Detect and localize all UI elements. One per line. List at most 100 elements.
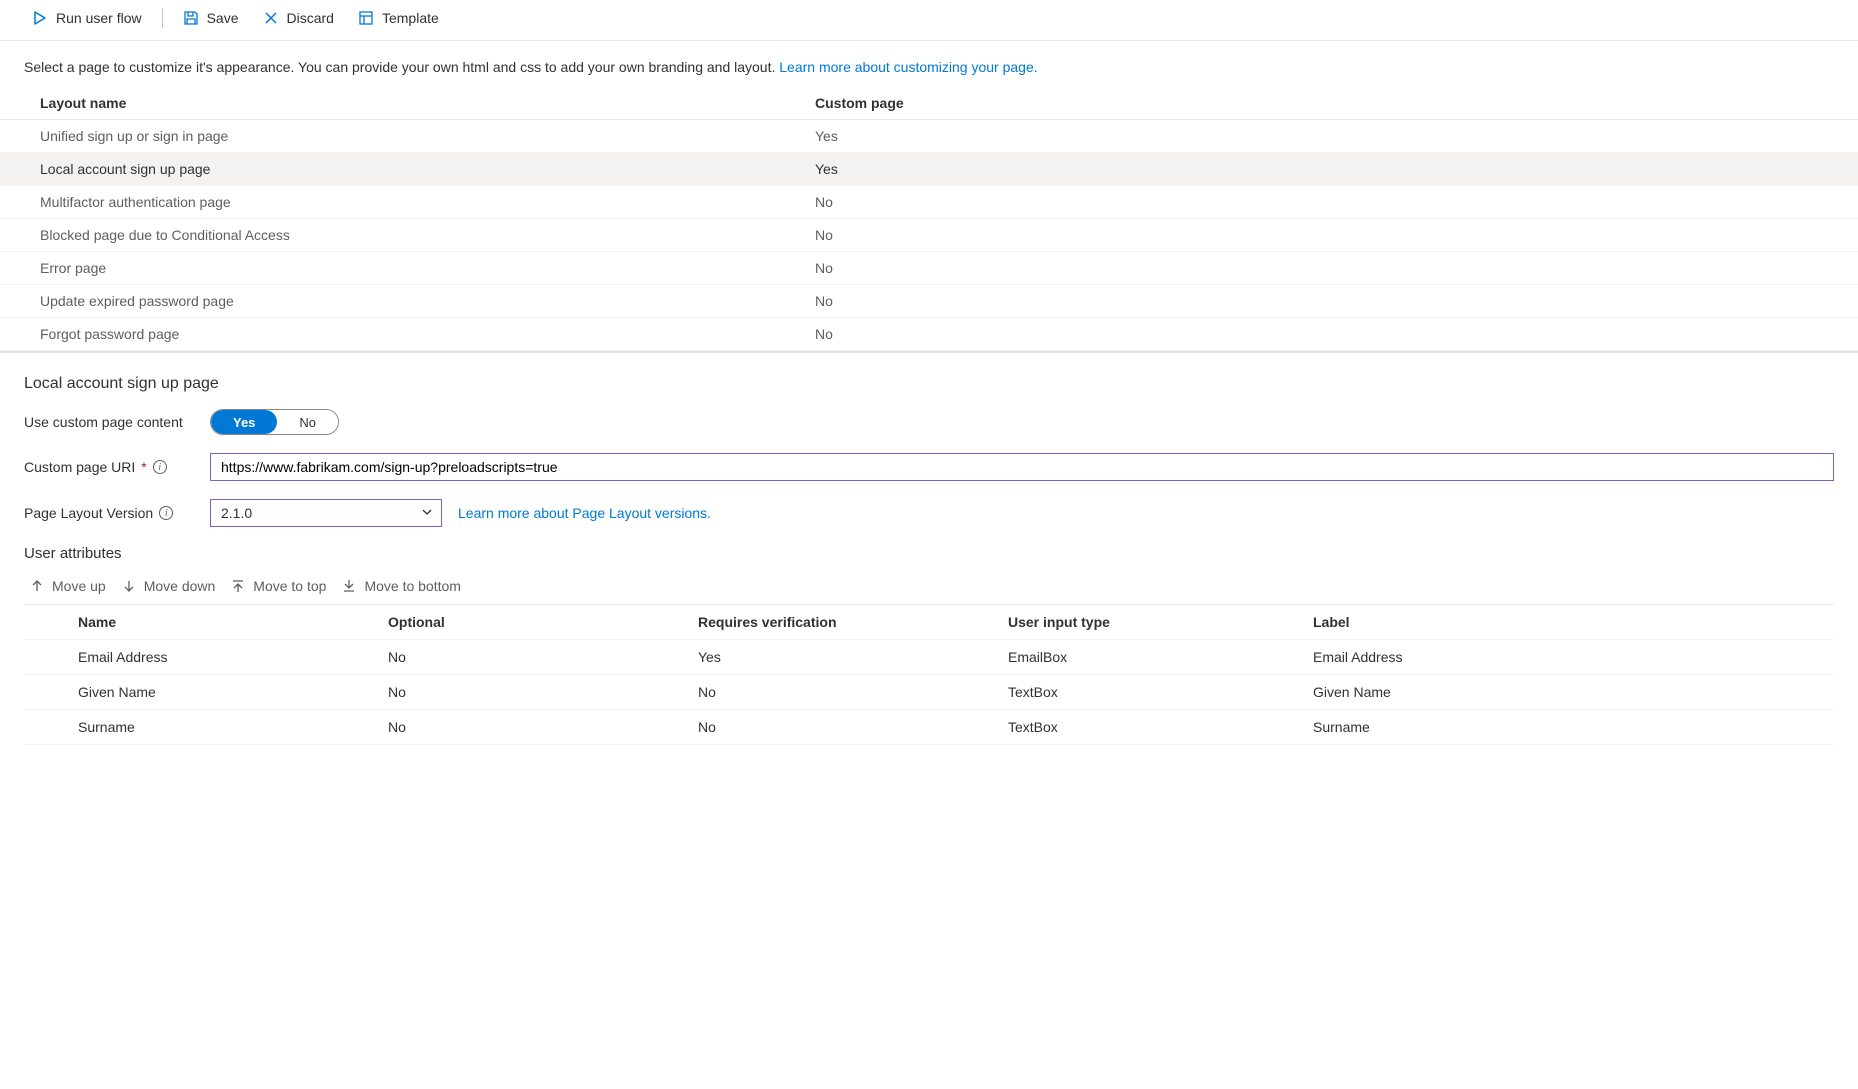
label-custom-uri: Custom page URI * i [24, 459, 210, 475]
arrow-bottom-icon [342, 579, 356, 593]
move-bottom-label: Move to bottom [364, 578, 461, 594]
move-toolbar: Move up Move down Move to top Move to bo… [24, 574, 1834, 604]
attr-requires-cell: No [698, 719, 1008, 735]
template-label: Template [382, 10, 439, 26]
move-top-button[interactable]: Move to top [231, 578, 326, 594]
attr-name-cell: Surname [78, 719, 388, 735]
discard-button[interactable]: Discard [255, 6, 342, 30]
arrow-up-icon [30, 579, 44, 593]
layouts-table: Layout name Custom page Unified sign up … [0, 87, 1858, 351]
label-custom-uri-text: Custom page URI [24, 459, 135, 475]
layout-name-cell: Update expired password page [40, 293, 815, 309]
chevron-down-icon [421, 506, 433, 521]
save-button[interactable]: Save [175, 6, 247, 30]
move-bottom-button[interactable]: Move to bottom [342, 578, 461, 594]
table-row[interactable]: Local account sign up pageYes [0, 153, 1858, 186]
attr-input-cell: TextBox [1008, 719, 1313, 735]
required-asterisk: * [141, 459, 146, 475]
layout-name-cell: Blocked page due to Conditional Access [40, 227, 815, 243]
row-custom-uri: Custom page URI * i [24, 453, 1834, 481]
attr-col-name: Name [78, 614, 388, 630]
user-attributes-heading: User attributes [24, 545, 1834, 562]
discard-label: Discard [287, 10, 334, 26]
use-custom-toggle[interactable]: Yes No [210, 409, 339, 435]
move-top-label: Move to top [253, 578, 326, 594]
label-layout-version-text: Page Layout Version [24, 505, 153, 521]
attr-name-cell: Email Address [78, 649, 388, 665]
layouts-header-row: Layout name Custom page [0, 87, 1858, 120]
attr-header-row: Name Optional Requires verification User… [24, 604, 1834, 640]
layout-version-link[interactable]: Learn more about Page Layout versions. [458, 505, 711, 521]
layout-version-value: 2.1.0 [221, 505, 252, 521]
save-label: Save [207, 10, 239, 26]
label-use-custom: Use custom page content [24, 414, 210, 430]
table-row[interactable]: Update expired password pageNo [0, 285, 1858, 318]
table-row[interactable]: Blocked page due to Conditional AccessNo [0, 219, 1858, 252]
attr-col-input: User input type [1008, 614, 1313, 630]
layout-name-cell: Forgot password page [40, 326, 815, 342]
attr-optional-cell: No [388, 719, 698, 735]
run-user-flow-button[interactable]: Run user flow [24, 6, 150, 30]
move-down-label: Move down [144, 578, 216, 594]
attr-name-cell: Given Name [78, 684, 388, 700]
custom-page-cell: No [815, 293, 1858, 309]
toggle-yes[interactable]: Yes [211, 410, 277, 434]
attr-label-cell: Email Address [1313, 649, 1834, 665]
attr-optional-cell: No [388, 649, 698, 665]
arrow-top-icon [231, 579, 245, 593]
attributes-table: Name Optional Requires verification User… [24, 604, 1834, 745]
run-label: Run user flow [56, 10, 142, 26]
info-icon[interactable]: i [159, 506, 173, 520]
custom-page-uri-input[interactable] [210, 453, 1834, 481]
learn-more-link[interactable]: Learn more about customizing your page. [779, 59, 1037, 75]
intro-text: Select a page to customize it's appearan… [0, 41, 1858, 87]
command-bar: Run user flow Save Discard Template [0, 0, 1858, 41]
attr-col-label: Label [1313, 614, 1834, 630]
toolbar-separator [162, 8, 163, 28]
layout-name-cell: Error page [40, 260, 815, 276]
discard-icon [263, 10, 279, 26]
row-layout-version: Page Layout Version i 2.1.0 Learn more a… [24, 499, 1834, 527]
custom-page-cell: Yes [815, 161, 1858, 177]
layout-name-cell: Unified sign up or sign in page [40, 128, 815, 144]
detail-title: Local account sign up page [24, 375, 1834, 393]
layout-version-select[interactable]: 2.1.0 [210, 499, 442, 527]
custom-page-cell: No [815, 194, 1858, 210]
attr-input-cell: EmailBox [1008, 649, 1313, 665]
custom-page-cell: No [815, 260, 1858, 276]
table-row[interactable]: SurnameNoNoTextBoxSurname [24, 710, 1834, 745]
layout-name-cell: Local account sign up page [40, 161, 815, 177]
custom-page-cell: No [815, 227, 1858, 243]
col-header-custom-page: Custom page [815, 95, 1858, 111]
layout-name-cell: Multifactor authentication page [40, 194, 815, 210]
table-row[interactable]: Email AddressNoYesEmailBoxEmail Address [24, 640, 1834, 675]
attr-requires-cell: Yes [698, 649, 1008, 665]
table-row[interactable]: Multifactor authentication pageNo [0, 186, 1858, 219]
template-button[interactable]: Template [350, 6, 447, 30]
label-layout-version: Page Layout Version i [24, 505, 210, 521]
custom-page-cell: Yes [815, 128, 1858, 144]
info-icon[interactable]: i [153, 460, 167, 474]
table-row[interactable]: Error pageNo [0, 252, 1858, 285]
move-down-button[interactable]: Move down [122, 578, 216, 594]
row-use-custom: Use custom page content Yes No [24, 409, 1834, 435]
toggle-no[interactable]: No [277, 410, 338, 434]
table-row[interactable]: Unified sign up or sign in pageYes [0, 120, 1858, 153]
play-icon [32, 10, 48, 26]
attr-input-cell: TextBox [1008, 684, 1313, 700]
attr-optional-cell: No [388, 684, 698, 700]
move-up-label: Move up [52, 578, 106, 594]
move-up-button[interactable]: Move up [30, 578, 106, 594]
col-header-layout-name: Layout name [40, 95, 815, 111]
table-row[interactable]: Forgot password pageNo [0, 318, 1858, 351]
custom-page-cell: No [815, 326, 1858, 342]
arrow-down-icon [122, 579, 136, 593]
attr-col-requires: Requires verification [698, 614, 1008, 630]
table-row[interactable]: Given NameNoNoTextBoxGiven Name [24, 675, 1834, 710]
attr-label-cell: Given Name [1313, 684, 1834, 700]
intro-body: Select a page to customize it's appearan… [24, 59, 779, 75]
attr-col-optional: Optional [388, 614, 698, 630]
attr-label-cell: Surname [1313, 719, 1834, 735]
save-icon [183, 10, 199, 26]
template-icon [358, 10, 374, 26]
